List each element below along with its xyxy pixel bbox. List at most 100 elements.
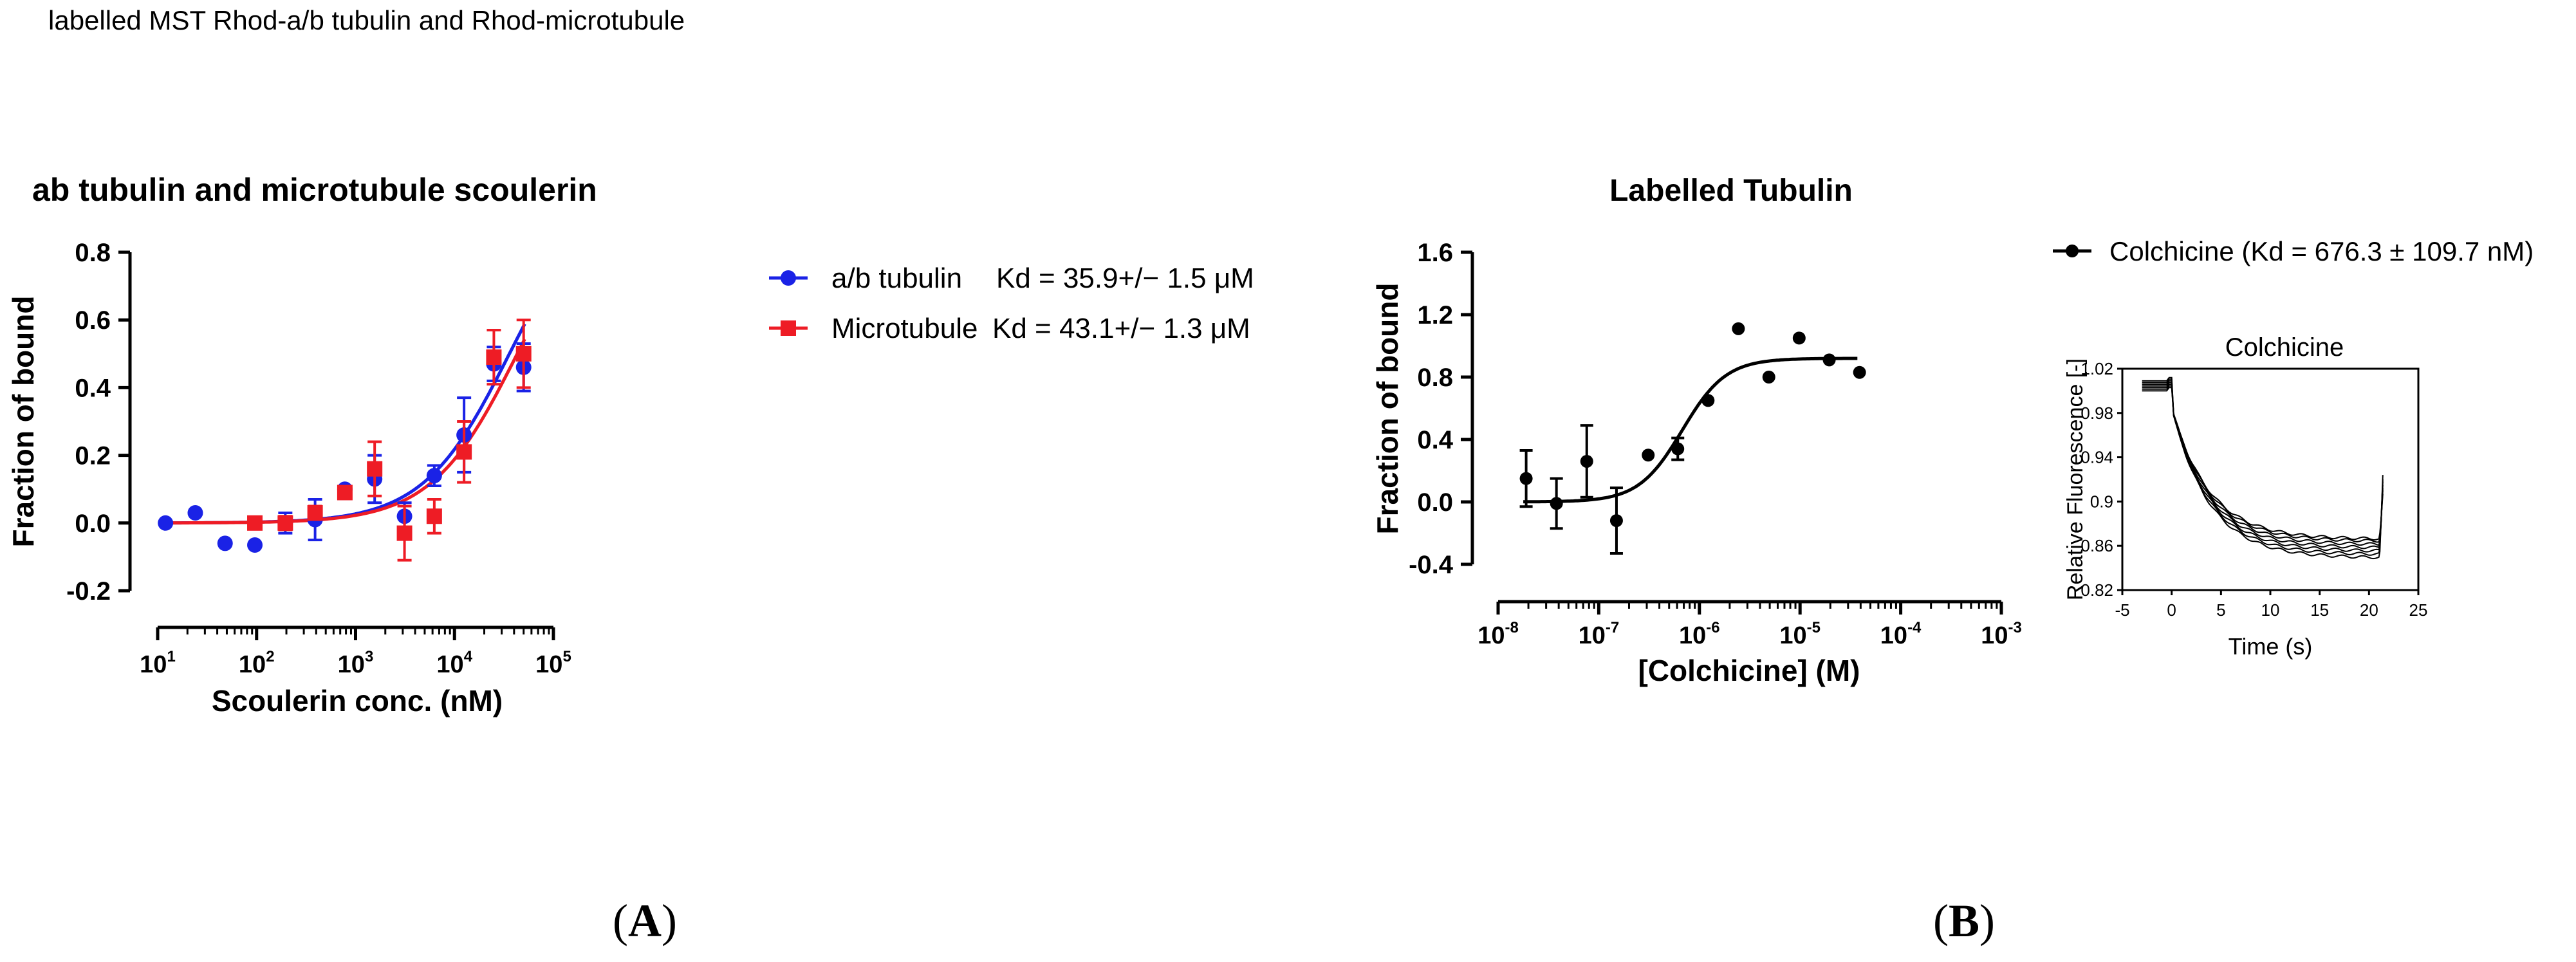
- legend-item-colchicine: Colchicine (Kd = 676.3 ± 109.7 nM): [2053, 236, 2534, 266]
- y-tick-label: 0.0: [75, 510, 111, 538]
- legend-marker: [781, 270, 796, 286]
- x-tick-label: 20: [2360, 600, 2378, 620]
- x-tick-label: 15: [2310, 600, 2329, 620]
- y-tick-label: 0.94: [2080, 448, 2113, 467]
- x-tick-label: 103: [338, 648, 374, 678]
- x-tick-label: 25: [2409, 600, 2428, 620]
- x-tick-label: 10-8: [1478, 619, 1519, 649]
- trace-line: [2142, 384, 2384, 553]
- y-tick-label: 0.4: [75, 374, 111, 402]
- legend-series-name: a/b tubulin: [831, 263, 962, 294]
- y-tick-label: 1.02: [2080, 359, 2113, 378]
- data-point-microtubule: [486, 349, 502, 365]
- x-tick-label: 105: [535, 648, 571, 678]
- data-point-colchicine: [1732, 322, 1745, 335]
- trace-line: [2142, 376, 2384, 541]
- trace-line: [2142, 382, 2384, 550]
- data-point-colchicine: [1853, 365, 1866, 379]
- data-point-colchicine: [1822, 353, 1836, 367]
- page-title: labelled MST Rhod-a/b tubulin and Rhod-m…: [48, 5, 685, 35]
- y-tick-label: 0.98: [2080, 403, 2113, 423]
- legend-marker: [781, 320, 796, 336]
- x-tick-label: 0: [2167, 600, 2176, 620]
- chart-title: ab tubulin and microtubule scoulerin: [32, 172, 597, 208]
- panel-label-a-letter: A: [627, 895, 662, 947]
- y-tick-label: 0.4: [1417, 426, 1453, 454]
- y-tick-label: 0.0: [1417, 488, 1453, 517]
- y-tick-label: 0.9: [2090, 492, 2113, 511]
- x-tick-label: 10-3: [1981, 619, 2022, 649]
- data-point-tubulin: [217, 535, 233, 551]
- data-point-tubulin: [158, 515, 174, 531]
- y-tick-label: 0.86: [2080, 536, 2113, 555]
- trace-line: [2142, 380, 2384, 546]
- data-point-tubulin: [426, 468, 442, 484]
- y-tick-label: 0.6: [75, 306, 111, 335]
- y-tick-label: -0.2: [66, 577, 111, 606]
- x-tick-label: 102: [239, 648, 275, 678]
- y-axis-label: Relative Fluorescence [-]: [2063, 358, 2088, 600]
- chart-title: Colchicine: [2225, 333, 2344, 362]
- legend-item-tubulin: a/b tubulin Kd = 35.9+/− 1.5 μM: [769, 263, 1254, 294]
- y-tick-label: 0.8: [1417, 364, 1453, 392]
- data-point-tubulin: [187, 505, 203, 521]
- x-tick-label: 10: [2261, 600, 2280, 620]
- x-tick-label: 10-5: [1779, 619, 1821, 649]
- panel-label-b-letter: B: [1948, 895, 1980, 947]
- legend-item-microtubule: Microtubule Kd = 43.1+/− 1.3 μM: [769, 313, 1250, 344]
- x-tick-label: 10-4: [1880, 619, 1922, 649]
- panel-label-b: (B): [1933, 895, 1995, 947]
- y-tick-label: 0.8: [75, 239, 111, 267]
- data-point-colchicine: [1671, 442, 1685, 456]
- y-tick-label: -0.4: [1409, 551, 1454, 579]
- data-point-microtubule: [277, 515, 293, 531]
- x-tick-label: 10-7: [1579, 619, 1620, 649]
- data-point-microtubule: [337, 485, 353, 501]
- data-point-colchicine: [1580, 454, 1593, 468]
- legend-kd-value: Kd = 35.9+/− 1.5 μM: [996, 263, 1254, 294]
- data-point-microtubule: [426, 508, 442, 524]
- chart-colchicine-trace: Colchicine 0.82 0.86 0.9 0.94 0.98 1.02 -5 0 5 10 1…: [2063, 333, 2427, 660]
- data-point-tubulin: [247, 537, 263, 553]
- y-tick-label: 0.82: [2080, 580, 2113, 600]
- fit-curve-colchicine: [1523, 356, 1858, 504]
- trace-line: [2142, 385, 2384, 556]
- x-tick-label: 5: [2216, 600, 2225, 620]
- legend-series-name: Colchicine (Kd = 676.3 ± 109.7 nM): [2109, 236, 2534, 266]
- data-point-microtubule: [367, 461, 383, 477]
- data-point-colchicine: [1792, 331, 1806, 345]
- data-point-microtubule: [307, 505, 323, 521]
- plot-frame: [2121, 367, 2420, 591]
- legend-kd-value: Kd = 43.1+/− 1.3 μM: [992, 313, 1250, 344]
- panel-label-a: (A): [613, 895, 677, 947]
- data-point-colchicine: [1519, 472, 1533, 485]
- y-axis-label: Fraction of bound: [1371, 283, 1404, 535]
- x-tick-label: -5: [2115, 600, 2129, 620]
- chart-scoulerin-binding: ab tubulin and microtubule scoulerin -0.2…: [6, 172, 1254, 717]
- data-point-colchicine: [1550, 497, 1563, 510]
- data-point-colchicine: [1609, 514, 1623, 528]
- data-point-colchicine: [1701, 394, 1715, 407]
- data-point-microtubule: [456, 444, 472, 460]
- legend-marker: [2066, 245, 2079, 257]
- x-tick-label: 104: [436, 648, 472, 678]
- x-tick-label: 101: [140, 648, 176, 678]
- trace-line: [2142, 378, 2384, 543]
- data-point-colchicine: [1642, 449, 1655, 462]
- chart-colchicine-binding: Labelled Tubulin -0.4 0.0 0.4 0.8 1.2 1.6 10-8 1…: [1371, 174, 2534, 687]
- y-axis-label: Fraction of bound: [6, 296, 40, 548]
- y-tick-label: 1.2: [1417, 301, 1453, 329]
- y-tick-label: 0.2: [75, 442, 111, 470]
- data-point-microtubule: [396, 525, 412, 541]
- data-point-colchicine: [1762, 371, 1775, 384]
- x-axis-label: Scoulerin conc. (nM): [212, 684, 503, 717]
- data-point-microtubule: [515, 346, 532, 362]
- data-point-microtubule: [247, 515, 263, 531]
- chart-title: Labelled Tubulin: [1609, 174, 1853, 208]
- trace-line: [2142, 387, 2384, 560]
- x-tick-label: 10-6: [1679, 619, 1720, 649]
- y-tick-label: 1.6: [1417, 239, 1453, 267]
- x-axis-label: [Colchicine] (M): [1638, 654, 1860, 687]
- x-axis-label: Time (s): [2229, 633, 2313, 660]
